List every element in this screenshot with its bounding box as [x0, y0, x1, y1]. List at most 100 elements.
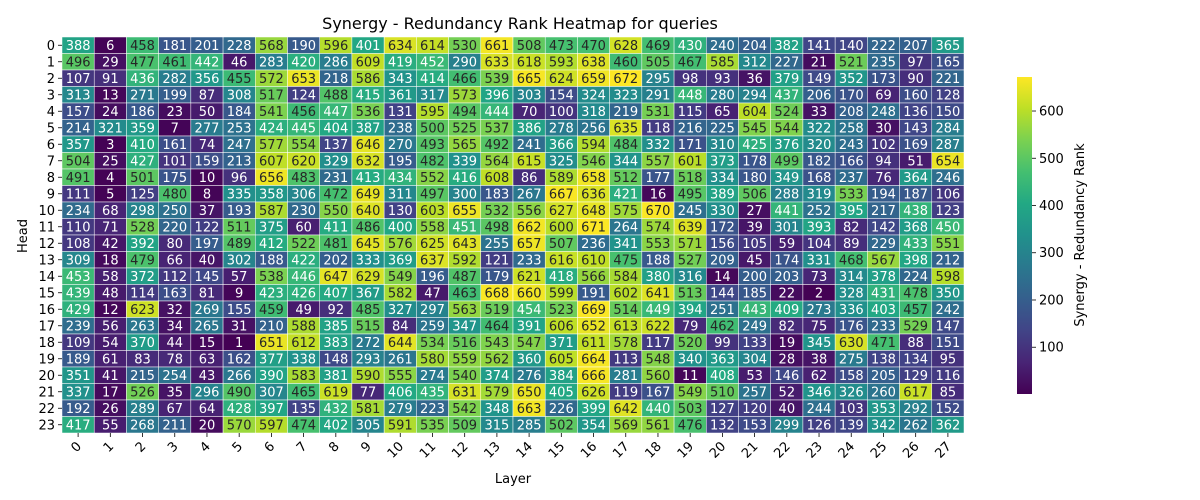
- cell-value-label: 42: [102, 237, 119, 252]
- cell-value-label: 646: [356, 138, 381, 153]
- cell-value-label: 280: [710, 88, 735, 103]
- cell-value-label: 652: [581, 319, 606, 334]
- cell-value-label: 253: [227, 121, 252, 136]
- cell-value-label: 468: [839, 253, 864, 268]
- cell-value-label: 131: [388, 105, 413, 120]
- cell-value-label: 197: [195, 237, 220, 252]
- cell-value-label: 526: [130, 385, 155, 400]
- cell-value-label: 323: [613, 88, 638, 103]
- cell-value-label: 65: [714, 105, 731, 120]
- cell-value-label: 298: [130, 204, 155, 219]
- cell-value-label: 77: [360, 385, 377, 400]
- cell-value-label: 450: [935, 220, 960, 235]
- cell-value-label: 81: [199, 286, 216, 301]
- cell-value-label: 70: [521, 105, 538, 120]
- cell-value-label: 283: [259, 55, 284, 70]
- cell-value-label: 239: [66, 319, 91, 334]
- cell-value-label: 625: [420, 237, 445, 252]
- cell-value-label: 376: [774, 138, 799, 153]
- cell-value-label: 234: [66, 204, 91, 219]
- cell-value-label: 434: [388, 171, 413, 186]
- cell-value-label: 129: [903, 369, 928, 384]
- cell-value-label: 320: [807, 138, 832, 153]
- y-tick-label: 3: [47, 88, 55, 103]
- cell-value-label: 637: [420, 253, 445, 268]
- cell-value-label: 470: [581, 39, 606, 54]
- colorbar-tick-label: 600: [1039, 105, 1064, 120]
- cell-value-label: 140: [839, 39, 864, 54]
- cell-value-label: 318: [581, 105, 606, 120]
- cell-value-label: 286: [323, 55, 348, 70]
- cell-value-label: 555: [388, 369, 413, 384]
- cell-value-label: 452: [420, 55, 445, 70]
- cell-value-label: 12: [102, 303, 119, 318]
- cell-value-label: 312: [742, 55, 767, 70]
- cell-value-label: 631: [452, 385, 477, 400]
- cell-value-label: 356: [195, 72, 220, 87]
- cell-value-label: 668: [484, 286, 509, 301]
- cell-value-label: 360: [517, 352, 542, 367]
- cell-value-label: 459: [259, 303, 284, 318]
- cell-value-label: 248: [871, 105, 896, 120]
- cell-value-label: 156: [710, 237, 735, 252]
- cell-value-label: 254: [162, 369, 187, 384]
- cell-value-label: 499: [774, 154, 799, 169]
- cell-value-label: 494: [452, 105, 477, 120]
- x-tick-label: 2: [133, 439, 149, 455]
- cell-value-label: 56: [102, 319, 119, 334]
- cell-value-label: 99: [714, 336, 731, 351]
- cell-value-label: 369: [388, 253, 413, 268]
- cell-value-label: 50: [199, 105, 216, 120]
- cell-value-label: 489: [227, 237, 252, 252]
- cell-value-label: 537: [484, 121, 509, 136]
- cell-value-label: 545: [742, 121, 767, 136]
- cell-value-label: 245: [678, 204, 703, 219]
- cell-value-label: 505: [646, 55, 671, 70]
- cell-value-label: 178: [742, 154, 767, 169]
- x-tick-label: 11: [417, 439, 439, 461]
- cell-value-label: 615: [517, 154, 542, 169]
- x-tick-label: 8: [326, 439, 342, 455]
- cell-value-label: 419: [388, 55, 413, 70]
- cell-value-label: 423: [259, 286, 284, 301]
- cell-value-label: 219: [613, 105, 638, 120]
- cell-value-label: 362: [935, 418, 960, 433]
- cell-value-label: 230: [291, 204, 316, 219]
- cell-value-label: 201: [195, 39, 220, 54]
- cell-value-label: 193: [227, 204, 252, 219]
- cell-value-label: 461: [162, 55, 187, 70]
- cell-value-label: 448: [678, 88, 703, 103]
- cell-value-label: 138: [871, 352, 896, 367]
- cell-value-label: 495: [678, 187, 703, 202]
- x-tick-label: 24: [836, 439, 858, 461]
- cell-value-label: 211: [162, 418, 187, 433]
- cell-value-label: 315: [484, 418, 509, 433]
- cell-value-label: 204: [742, 39, 767, 54]
- cell-value-label: 216: [678, 121, 703, 136]
- cell-value-label: 475: [613, 253, 638, 268]
- cell-value-label: 281: [613, 369, 638, 384]
- cell-value-label: 289: [130, 402, 155, 417]
- cell-value-label: 580: [420, 352, 445, 367]
- cell-value-label: 463: [452, 286, 477, 301]
- cell-value-label: 18: [102, 253, 119, 268]
- cell-value-label: 118: [646, 121, 671, 136]
- cell-value-label: 533: [839, 187, 864, 202]
- y-tick-label: 21: [38, 385, 55, 400]
- cell-value-label: 431: [871, 286, 896, 301]
- cell-value-label: 40: [199, 253, 216, 268]
- cell-value-label: 464: [484, 319, 509, 334]
- cell-value-label: 7: [171, 121, 179, 136]
- cell-value-label: 403: [871, 303, 896, 318]
- cell-value-label: 438: [903, 204, 928, 219]
- cell-value-label: 400: [388, 220, 413, 235]
- cell-value-label: 518: [678, 171, 703, 186]
- cell-value-label: 36: [746, 72, 763, 87]
- cell-value-label: 388: [66, 39, 91, 54]
- cell-value-label: 655: [452, 204, 477, 219]
- cell-value-label: 525: [452, 121, 477, 136]
- cell-value-label: 150: [935, 105, 960, 120]
- cell-value-label: 411: [323, 220, 348, 235]
